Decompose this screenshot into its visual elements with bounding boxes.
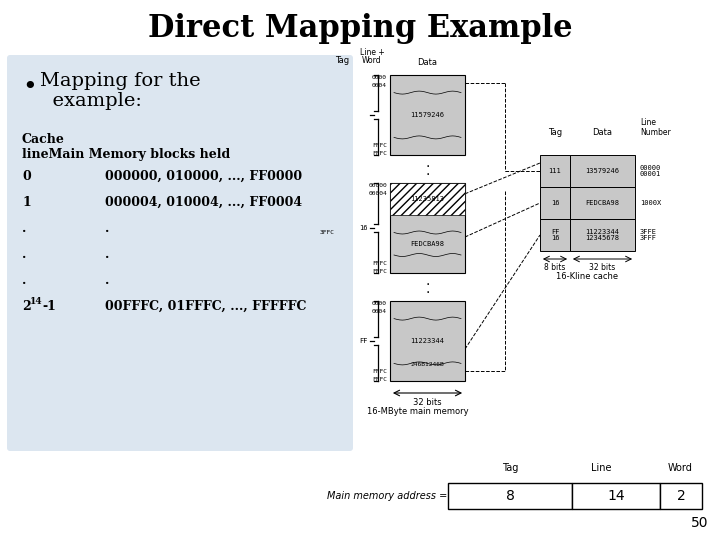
Text: .: .	[22, 222, 27, 235]
Text: Mapping for the: Mapping for the	[40, 72, 201, 90]
Text: Word: Word	[667, 463, 693, 473]
Text: 8: 8	[505, 489, 514, 503]
Bar	[390, 301, 465, 381]
Text: 000000, 010000, ..., FF0000: 000000, 010000, ..., FF0000	[105, 170, 302, 183]
Text: 000004, 010004, ..., FF0004: 000004, 010004, ..., FF0004	[105, 196, 302, 209]
Text: 16-Kline cache: 16-Kline cache	[557, 272, 618, 281]
Bar	[540, 219, 570, 251]
Text: FEDCBA98: FEDCBA98	[410, 241, 444, 247]
Text: FFFC: FFFC	[372, 261, 387, 266]
Bar	[660, 483, 702, 509]
Text: Line
Number: Line Number	[640, 118, 671, 137]
Text: 0000: 0000	[372, 301, 387, 306]
Text: 50: 50	[690, 516, 708, 530]
Text: .: .	[426, 282, 430, 296]
Text: .: .	[105, 248, 109, 261]
Bar	[570, 155, 635, 187]
Text: 13579246: 13579246	[585, 168, 619, 174]
Text: 0004: 0004	[372, 83, 387, 88]
Text: 8 bits: 8 bits	[544, 263, 566, 272]
Text: 0004: 0004	[372, 309, 387, 314]
Text: Data: Data	[418, 58, 438, 67]
Text: Word: Word	[362, 56, 382, 65]
Text: 2: 2	[22, 300, 31, 313]
Bar	[570, 187, 635, 219]
Text: .: .	[426, 164, 430, 178]
Text: 00000
00001: 00000 00001	[640, 165, 661, 178]
Text: 32 bits: 32 bits	[590, 263, 616, 272]
Text: 3FFE
3FFF: 3FFE 3FFF	[640, 228, 657, 241]
Bar	[572, 483, 660, 509]
Text: FFFC: FFFC	[372, 269, 387, 274]
Bar	[448, 483, 572, 509]
Text: .: .	[22, 248, 27, 261]
FancyBboxPatch shape	[7, 55, 353, 451]
Text: 16: 16	[359, 225, 368, 231]
Text: .: .	[22, 274, 27, 287]
Text: 14: 14	[30, 297, 42, 306]
Text: 11223344
12345678: 11223344 12345678	[585, 228, 619, 241]
Text: Cache: Cache	[22, 133, 65, 146]
Text: 1000X: 1000X	[640, 200, 661, 206]
Bar	[390, 183, 465, 214]
Text: lineMain Memory blocks held: lineMain Memory blocks held	[22, 148, 230, 161]
Text: 00004: 00004	[368, 191, 387, 196]
Text: Tag: Tag	[548, 128, 562, 137]
Text: -1: -1	[42, 300, 56, 313]
Text: FFFC: FFFC	[372, 143, 387, 148]
Text: 1: 1	[22, 196, 31, 209]
Text: 32 bits: 32 bits	[413, 398, 442, 407]
Bar	[390, 75, 465, 155]
Text: 14: 14	[607, 489, 625, 503]
Text: Tag: Tag	[502, 463, 518, 473]
Text: 111: 111	[549, 168, 562, 174]
Text: 16: 16	[551, 200, 559, 206]
Text: 0: 0	[22, 170, 31, 183]
Text: Line: Line	[590, 463, 611, 473]
Text: 16-MByte main memory: 16-MByte main memory	[366, 407, 468, 416]
Text: FFFC: FFFC	[372, 377, 387, 382]
Text: .: .	[105, 274, 109, 287]
Text: 246B1246B: 246B1246B	[410, 362, 444, 368]
Text: FEDCBA98: FEDCBA98	[585, 200, 619, 206]
Text: 11235813: 11235813	[410, 195, 444, 202]
Text: FFFC: FFFC	[372, 369, 387, 374]
Bar	[390, 183, 465, 273]
Bar	[540, 187, 570, 219]
Text: 11223344: 11223344	[410, 338, 444, 344]
Text: 2: 2	[677, 489, 685, 503]
Text: 11579246: 11579246	[410, 112, 444, 118]
Text: FF: FF	[359, 338, 368, 344]
Text: FF
16: FF 16	[551, 228, 559, 241]
Text: .: .	[426, 156, 430, 170]
Text: FFFC: FFFC	[372, 151, 387, 156]
Text: .: .	[105, 222, 109, 235]
Text: .: .	[426, 274, 430, 288]
Text: 0000: 0000	[372, 75, 387, 80]
Bar	[540, 155, 570, 187]
Text: Main memory address =: Main memory address =	[327, 491, 447, 501]
Text: 00000: 00000	[368, 183, 387, 188]
Text: Data: Data	[593, 128, 613, 137]
Text: Tag: Tag	[335, 56, 349, 65]
Text: Direct Mapping Example: Direct Mapping Example	[148, 12, 572, 44]
Text: 3FFC: 3FFC	[320, 231, 335, 235]
Text: •: •	[22, 75, 37, 99]
Text: example:: example:	[40, 92, 142, 110]
Bar	[570, 219, 635, 251]
Text: Line +: Line +	[359, 48, 384, 57]
Text: 00FFFC, 01FFFC, ..., FFFFFC: 00FFFC, 01FFFC, ..., FFFFFC	[105, 300, 307, 313]
